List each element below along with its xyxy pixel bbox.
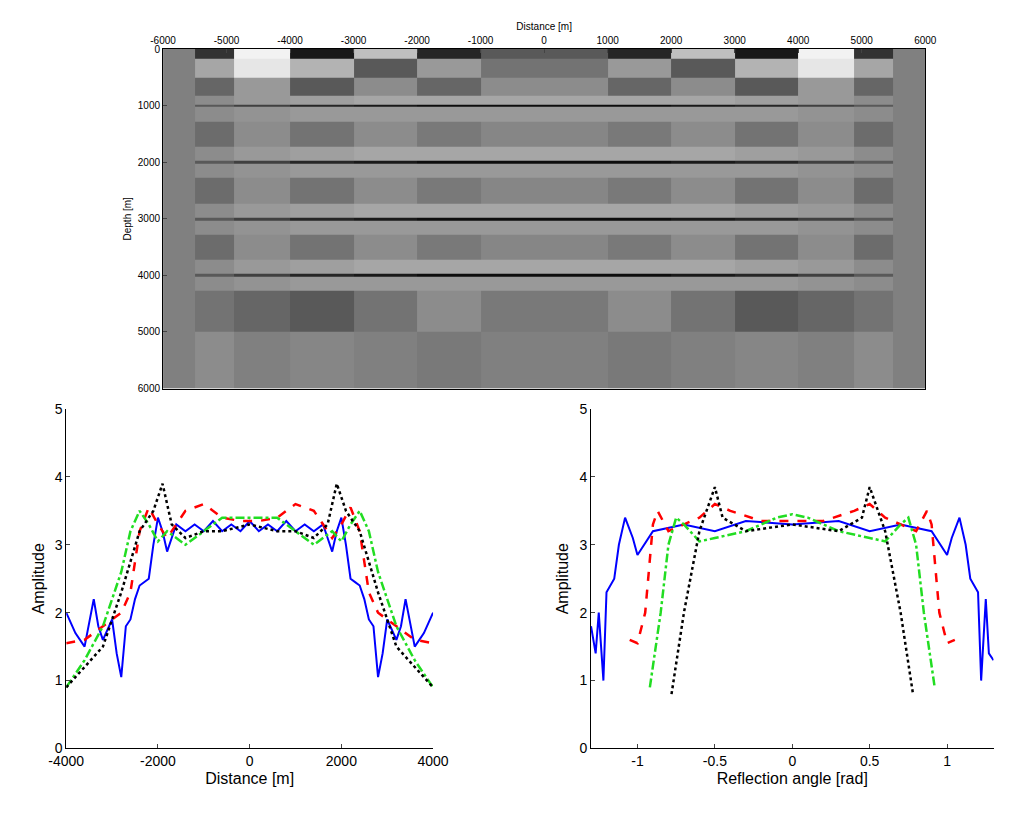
svg-text:3000: 3000 bbox=[724, 35, 747, 46]
svg-text:1000: 1000 bbox=[597, 35, 620, 46]
svg-text:2000: 2000 bbox=[326, 753, 357, 769]
svg-text:3: 3 bbox=[55, 537, 63, 553]
svg-text:Distance [m]: Distance [m] bbox=[205, 770, 294, 787]
svg-text:-4000: -4000 bbox=[277, 35, 303, 46]
svg-text:3: 3 bbox=[579, 537, 587, 553]
svg-text:2: 2 bbox=[579, 605, 587, 621]
svg-text:5000: 5000 bbox=[851, 35, 874, 46]
svg-text:0: 0 bbox=[579, 740, 587, 756]
svg-text:-2000: -2000 bbox=[140, 753, 176, 769]
svg-text:Distance [m]: Distance [m] bbox=[516, 21, 572, 32]
svg-text:0: 0 bbox=[246, 753, 254, 769]
svg-text:0: 0 bbox=[55, 740, 63, 756]
svg-text:-2000: -2000 bbox=[404, 35, 430, 46]
svg-text:1000: 1000 bbox=[138, 100, 161, 111]
svg-text:4000: 4000 bbox=[787, 35, 810, 46]
svg-text:6000: 6000 bbox=[914, 35, 937, 46]
svg-text:0: 0 bbox=[788, 753, 796, 769]
svg-text:-5000: -5000 bbox=[214, 35, 240, 46]
svg-text:Reflection angle [rad]: Reflection angle [rad] bbox=[717, 770, 868, 787]
svg-text:4: 4 bbox=[579, 469, 587, 485]
svg-text:-1: -1 bbox=[631, 753, 644, 769]
svg-text:5000: 5000 bbox=[138, 326, 161, 337]
svg-text:-6000: -6000 bbox=[150, 35, 176, 46]
svg-text:0.5: 0.5 bbox=[860, 753, 880, 769]
svg-text:1: 1 bbox=[579, 672, 587, 688]
svg-text:3000: 3000 bbox=[138, 213, 161, 224]
svg-text:5: 5 bbox=[55, 401, 63, 417]
svg-text:1: 1 bbox=[943, 753, 951, 769]
svg-text:5: 5 bbox=[579, 401, 587, 417]
svg-text:4: 4 bbox=[55, 469, 63, 485]
svg-text:2000: 2000 bbox=[660, 35, 683, 46]
svg-text:6000: 6000 bbox=[138, 383, 161, 394]
svg-text:0: 0 bbox=[541, 35, 547, 46]
svg-text:0: 0 bbox=[154, 44, 160, 55]
svg-text:Amplitude: Amplitude bbox=[30, 543, 47, 614]
svg-text:4000: 4000 bbox=[138, 270, 161, 281]
svg-text:1: 1 bbox=[55, 672, 63, 688]
svg-text:-1000: -1000 bbox=[468, 35, 494, 46]
svg-text:Amplitude: Amplitude bbox=[554, 543, 571, 614]
svg-text:2000: 2000 bbox=[138, 157, 161, 168]
svg-text:-0.5: -0.5 bbox=[703, 753, 727, 769]
svg-text:4000: 4000 bbox=[417, 753, 448, 769]
svg-text:-3000: -3000 bbox=[341, 35, 367, 46]
svg-text:2: 2 bbox=[55, 605, 63, 621]
svg-text:Depth [m]: Depth [m] bbox=[122, 197, 133, 241]
svg-text:-4000: -4000 bbox=[48, 753, 84, 769]
